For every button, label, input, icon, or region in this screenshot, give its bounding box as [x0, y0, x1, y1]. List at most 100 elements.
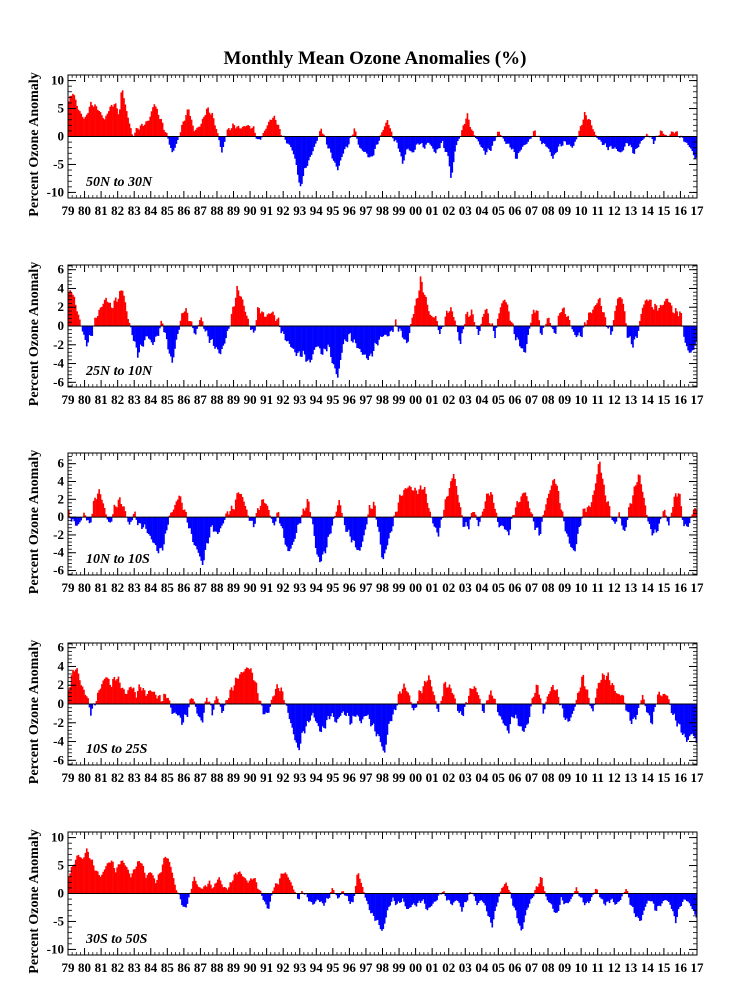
anomaly-bar	[425, 136, 427, 145]
anomaly-bar	[302, 136, 305, 177]
anomaly-bar	[296, 326, 299, 353]
anomaly-bar	[437, 136, 440, 149]
anomaly-bar	[150, 517, 153, 540]
anomaly-bar	[171, 872, 174, 894]
anomaly-bar	[462, 893, 465, 908]
anomaly-bar	[221, 704, 223, 713]
anomaly-bar	[215, 882, 218, 894]
anomaly-bar	[550, 687, 553, 704]
anomaly-bar	[552, 326, 554, 330]
anomaly-bar	[651, 893, 654, 902]
x-tick-label: 86	[177, 392, 191, 407]
anomaly-bar	[179, 704, 182, 718]
anomaly-bar	[123, 689, 125, 704]
anomaly-bar	[120, 290, 123, 326]
anomaly-bar	[130, 326, 132, 328]
anomaly-bar	[599, 136, 601, 140]
anomaly-bar	[441, 892, 444, 894]
anomaly-bar	[473, 686, 476, 704]
anomaly-bar	[536, 886, 539, 894]
anomaly-bar	[266, 893, 269, 909]
anomaly-bar	[597, 299, 600, 326]
anomaly-bar	[334, 515, 336, 518]
region-label: 10S to 25S	[86, 742, 148, 757]
anomaly-bar	[295, 517, 298, 533]
anomaly-bar	[443, 136, 445, 149]
anomaly-bar	[138, 860, 140, 894]
anomaly-bar	[605, 326, 608, 328]
anomaly-bar	[292, 889, 295, 894]
anomaly-bar	[541, 877, 543, 894]
anomaly-bar	[314, 136, 317, 144]
anomaly-bar	[632, 893, 634, 908]
anomaly-bar	[575, 887, 578, 894]
anomaly-bar	[225, 326, 227, 339]
anomaly-bar	[415, 490, 418, 518]
anomaly-bar	[148, 120, 150, 137]
anomaly-bar	[603, 136, 605, 145]
anomaly-bar	[572, 136, 575, 146]
anomaly-bar	[458, 326, 460, 341]
anomaly-bar	[425, 893, 427, 909]
anomaly-bar	[659, 130, 662, 137]
anomaly-bar	[164, 132, 167, 137]
anomaly-bar	[270, 312, 273, 326]
anomaly-bar	[428, 136, 430, 143]
anomaly-bar	[310, 517, 313, 519]
anomaly-bar	[199, 126, 201, 137]
anomaly-bar	[223, 517, 226, 520]
anomaly-bar	[236, 126, 238, 137]
anomaly-bar	[95, 317, 98, 326]
anomaly-bar	[145, 695, 147, 704]
x-tick-label: 12	[608, 392, 621, 407]
anomaly-bar	[415, 704, 418, 708]
anomaly-bar	[92, 500, 95, 518]
anomaly-bar	[499, 704, 502, 717]
anomaly-bar	[625, 888, 627, 894]
anomaly-bar	[463, 517, 466, 527]
anomaly-bar	[330, 517, 332, 534]
anomaly-bar	[290, 326, 292, 347]
anomaly-bar	[232, 509, 234, 518]
anomaly-bar	[510, 893, 513, 899]
anomaly-bar	[561, 136, 564, 146]
anomaly-bar	[394, 136, 397, 141]
anomaly-bar	[96, 871, 99, 894]
anomaly-bar	[603, 893, 605, 904]
anomaly-bar	[244, 126, 247, 137]
anomaly-bar	[261, 499, 263, 518]
anomaly-bar	[330, 704, 332, 717]
anomaly-bar	[309, 136, 312, 157]
anomaly-bar	[204, 517, 207, 550]
anomaly-bar	[334, 136, 336, 163]
anomaly-bar	[559, 136, 561, 144]
anomaly-bar	[174, 504, 176, 518]
anomaly-bar	[190, 119, 193, 137]
anomaly-bar	[79, 319, 81, 326]
anomaly-bar	[320, 704, 323, 733]
anomaly-bar	[145, 326, 147, 337]
x-tick-label: 86	[177, 770, 191, 785]
anomaly-bar	[379, 135, 382, 137]
anomaly-bar	[617, 893, 619, 903]
anomaly-bar	[554, 893, 557, 913]
anomaly-bar	[279, 129, 281, 137]
anomaly-bar	[319, 893, 321, 903]
anomaly-bar	[210, 326, 212, 340]
anomaly-bar	[265, 704, 267, 713]
anomaly-bar	[687, 136, 689, 145]
anomaly-bar	[546, 696, 549, 704]
anomaly-bar	[371, 326, 374, 357]
anomaly-bar	[183, 893, 186, 907]
anomaly-bar	[588, 312, 590, 326]
anomaly-bar	[554, 483, 557, 518]
anomaly-bar	[131, 517, 134, 521]
anomaly-bar	[185, 308, 187, 326]
anomaly-bar	[612, 893, 615, 903]
anomaly-bar	[193, 131, 196, 137]
anomaly-bar	[152, 875, 154, 894]
anomaly-bar	[451, 136, 454, 173]
anomaly-bar	[579, 517, 582, 526]
x-tick-label: 99	[393, 960, 407, 975]
anomaly-bar	[623, 136, 626, 147]
